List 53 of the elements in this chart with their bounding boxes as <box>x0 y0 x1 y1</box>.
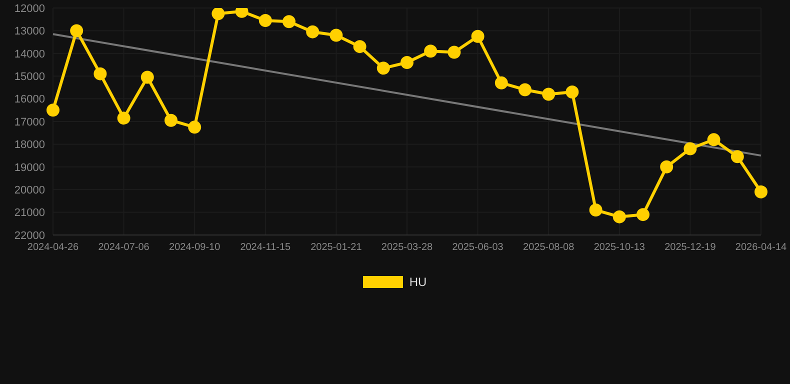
y-tick-label: 18000 <box>14 139 45 152</box>
x-tick-label: 2025-12-19 <box>664 242 716 254</box>
point <box>353 40 366 54</box>
point <box>164 114 178 127</box>
x-tick-label: 2024-11-15 <box>240 242 292 254</box>
point <box>212 8 225 20</box>
point <box>424 44 438 58</box>
point <box>330 28 343 42</box>
x-tick-label: 2024-04-26 <box>27 242 80 254</box>
point <box>542 88 556 101</box>
y-tick-label: 12000 <box>14 2 45 15</box>
point <box>754 185 768 198</box>
point <box>117 112 130 125</box>
y-tick-label: 14000 <box>14 48 45 60</box>
point <box>306 25 320 38</box>
x-tick-label: 2024-07-06 <box>98 242 150 254</box>
x-tick-label: 2025-06-03 <box>452 242 504 254</box>
x-tick-label: 2025-08-08 <box>523 242 575 254</box>
point <box>494 76 508 90</box>
point <box>188 120 202 134</box>
point <box>612 210 626 224</box>
x-tick-label: 2025-01-21 <box>310 242 362 254</box>
x-tick-label: 2025-10-13 <box>594 242 646 254</box>
point <box>707 133 720 146</box>
y-tick-label: 16000 <box>14 94 45 106</box>
y-tick-label: 19000 <box>14 162 45 174</box>
y-tick-label: 21000 <box>14 207 45 220</box>
point <box>94 67 107 80</box>
point <box>258 14 272 27</box>
point <box>684 142 697 156</box>
y-tick-label: 22000 <box>14 230 45 242</box>
point <box>70 24 84 38</box>
point <box>566 85 579 98</box>
point <box>400 56 414 69</box>
y-tick-label: 17000 <box>14 116 45 128</box>
x-tick-label: 2025-03-28 <box>381 242 434 254</box>
point <box>282 15 296 28</box>
y-tick-label: 15000 <box>14 71 45 84</box>
point <box>660 160 674 174</box>
point <box>589 204 602 217</box>
point <box>376 62 390 75</box>
point <box>140 70 154 84</box>
x-tick-label: 2024-09-10 <box>169 242 221 254</box>
point <box>471 30 484 43</box>
point <box>730 150 744 164</box>
legend-label: HU <box>409 275 427 289</box>
y-tick-label: 13000 <box>14 26 45 38</box>
point <box>518 83 532 96</box>
point <box>636 208 650 222</box>
y-tick-label: 20000 <box>14 184 45 197</box>
point <box>46 104 60 117</box>
x-tick-label: 2026-04-14 <box>735 242 788 254</box>
point <box>448 46 461 59</box>
